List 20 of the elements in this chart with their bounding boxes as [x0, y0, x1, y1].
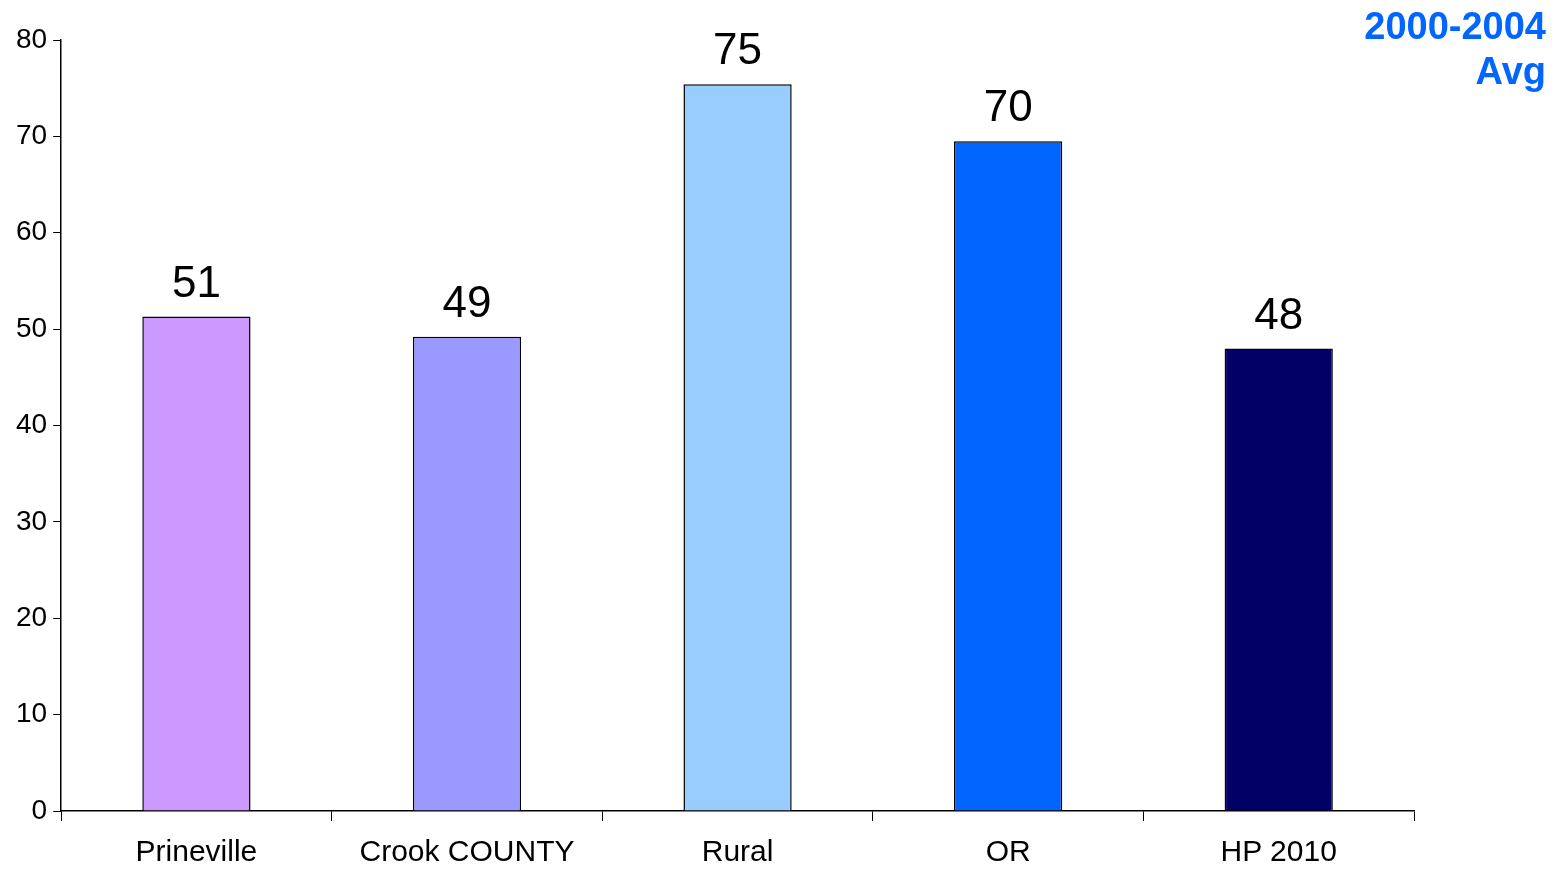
data-label: 51	[171, 256, 221, 306]
data-label: 70	[983, 81, 1033, 131]
y-tick-label: 10	[15, 697, 48, 729]
y-tick-label: 40	[15, 408, 48, 440]
x-tick-label: Prineville	[135, 834, 258, 868]
data-label: 48	[1254, 288, 1304, 338]
y-tick-label: 50	[15, 311, 48, 343]
y-tick-label: 0	[31, 793, 48, 825]
y-tick-label: 70	[15, 119, 48, 151]
y-tick-label: 60	[15, 215, 48, 247]
x-tick-label: Rural	[701, 834, 774, 868]
y-tick-label: 20	[15, 600, 48, 632]
x-tick-label: HP 2010	[1220, 834, 1337, 868]
y-tick-label: 80	[15, 22, 48, 54]
y-tick-label: 30	[15, 504, 48, 536]
chart-title: 2000-2004 Avg	[1363, 4, 1546, 94]
data-label: 75	[713, 24, 763, 74]
data-label: 49	[442, 276, 492, 326]
x-tick-label: Crook COUNTY	[359, 834, 575, 868]
x-tick-label: OR	[985, 834, 1031, 868]
